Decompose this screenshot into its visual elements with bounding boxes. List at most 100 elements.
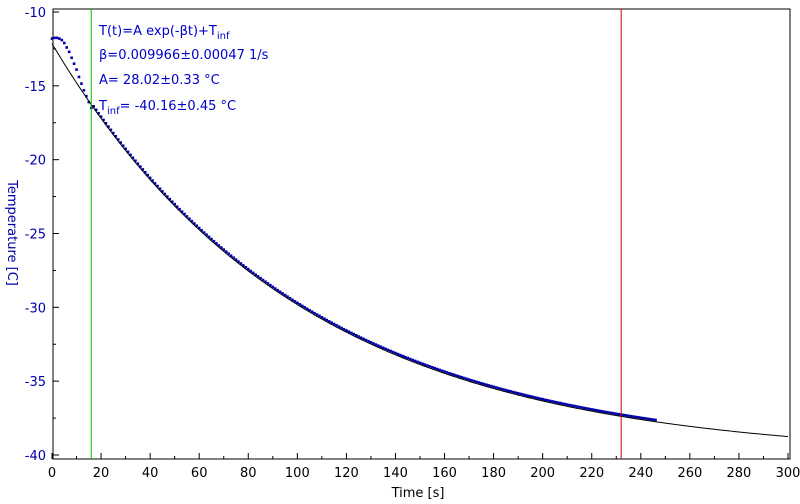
data-point [413,359,417,363]
data-point [350,331,353,335]
data-point [342,327,346,331]
y-tick-label: -35 [25,375,46,390]
data-point [585,407,589,410]
data-point [283,293,287,297]
data-point [229,254,233,257]
data-point [573,404,576,408]
y-tick-label: -30 [25,301,46,316]
data-point [556,401,559,404]
data-point [291,298,294,302]
data-point [548,399,552,403]
data-point [529,395,532,398]
x-tick-label: 100 [285,466,310,481]
data-point [359,336,363,340]
data-point [578,405,581,409]
data-point [246,267,250,271]
data-point [325,318,329,322]
data-point [492,385,495,389]
x-tick-label: 200 [530,466,555,481]
data-point [352,332,356,336]
x-tick-label: 20 [93,466,110,481]
data-point [318,314,321,318]
data-point [587,407,591,411]
data-point [634,415,638,419]
data-point [55,36,59,40]
data-point [386,348,390,352]
data-point [590,408,594,411]
data-point [384,347,387,351]
data-point [296,301,299,305]
data-point [632,415,635,418]
data-point [232,256,235,259]
data-point [114,134,118,138]
data-point [654,418,657,422]
data-point [448,371,451,375]
data-point [134,159,137,163]
data-point [595,409,598,412]
data-point [367,339,370,343]
data-point [472,379,476,383]
data-point [605,410,608,414]
data-point [509,390,513,393]
data-point [87,100,91,104]
data-point [212,239,216,243]
data-point [379,345,383,349]
data-point [524,393,527,397]
data-point [568,403,571,407]
data-point [399,353,402,357]
data-point [119,141,122,144]
data-point [480,381,483,385]
data-point [58,37,61,40]
data-point [624,414,628,417]
data-point [646,417,650,421]
data-point [465,377,468,381]
data-point [163,192,167,196]
data-point [175,205,179,208]
data-point [489,384,493,388]
data-point [411,358,414,362]
data-point [121,144,125,147]
data-point [644,417,648,420]
data-point [600,409,603,413]
data-point [303,306,306,309]
x-tick-label: 140 [383,466,408,481]
data-point [592,408,596,412]
data-point [60,38,64,42]
data-point [183,212,186,216]
data-point [259,276,262,280]
data-point [141,168,145,171]
data-point [104,121,108,125]
data-point [126,150,130,154]
data-point [234,258,238,261]
data-point [310,310,314,314]
data-point [347,330,351,333]
data-point [639,416,643,420]
data-point [450,372,454,376]
data-point [504,388,508,392]
data-point [107,125,110,128]
data-point [298,303,302,306]
data-point [146,173,149,177]
data-point [526,394,530,398]
data-point [551,400,554,403]
data-point [97,111,100,115]
fit-beta-text: β=0.009966±0.00047 1/s [99,48,269,63]
data-point [499,387,503,391]
data-point [423,363,427,366]
data-point [94,108,98,112]
data-point [131,156,135,160]
data-point [543,398,547,402]
data-point [443,370,446,373]
data-point [305,307,309,311]
data-point [531,395,535,399]
data-point [200,229,203,232]
data-point [80,82,83,85]
data-point [357,335,360,338]
data-point [455,374,459,377]
data-point [178,207,181,211]
data-point [381,346,385,350]
data-point [124,147,127,151]
data-point [394,351,397,355]
data-point [651,418,655,421]
data-point [536,396,540,400]
